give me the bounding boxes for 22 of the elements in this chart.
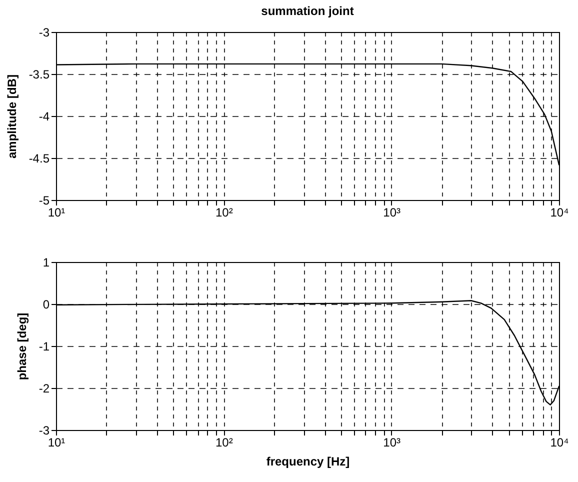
- y-tick-label: -3.5: [28, 68, 50, 82]
- y-tick-label: -3: [38, 26, 50, 40]
- x-tick-label: 10¹: [48, 436, 66, 450]
- x-tick-label: 10³: [383, 206, 401, 220]
- x-tick-label: 10²: [215, 206, 233, 220]
- x-tick-label: 10³: [383, 436, 401, 450]
- y-tick-label: -5: [38, 194, 50, 208]
- y-tick-label: -4: [38, 110, 50, 124]
- y-axis-title: amplitude [dB]: [4, 74, 19, 158]
- y-tick-label: -3: [38, 424, 50, 438]
- y-axis-title: phase [deg]: [14, 312, 29, 380]
- x-tick-label: 10¹: [48, 206, 66, 220]
- chart-title: summation joint: [261, 4, 354, 18]
- x-axis-title: frequency [Hz]: [266, 454, 350, 468]
- y-tick-label: -4.5: [28, 152, 50, 166]
- y-tick-label: -1: [38, 340, 50, 354]
- x-tick-label: 10²: [215, 436, 233, 450]
- x-tick-label: 10⁴: [550, 436, 569, 450]
- y-tick-label: -2: [38, 382, 50, 396]
- y-tick-label: 0: [42, 298, 50, 312]
- x-tick-label: 10⁴: [550, 206, 569, 220]
- y-tick-label: 1: [42, 256, 50, 270]
